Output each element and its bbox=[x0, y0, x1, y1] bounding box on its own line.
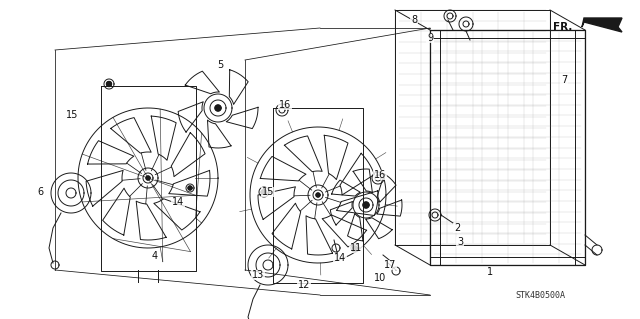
Polygon shape bbox=[106, 81, 111, 86]
Text: 2: 2 bbox=[454, 223, 460, 233]
Text: 17: 17 bbox=[384, 260, 396, 270]
Polygon shape bbox=[316, 193, 320, 197]
Polygon shape bbox=[188, 186, 192, 190]
Text: 8: 8 bbox=[411, 15, 417, 25]
Polygon shape bbox=[262, 189, 266, 195]
Polygon shape bbox=[215, 105, 221, 111]
Text: 16: 16 bbox=[279, 100, 291, 110]
Text: 14: 14 bbox=[334, 253, 346, 263]
Text: 1: 1 bbox=[487, 267, 493, 277]
Text: 16: 16 bbox=[374, 170, 386, 180]
Text: 11: 11 bbox=[350, 243, 362, 253]
Text: 4: 4 bbox=[152, 251, 158, 261]
Text: 9: 9 bbox=[427, 33, 433, 43]
Text: 10: 10 bbox=[374, 273, 386, 283]
Text: 15: 15 bbox=[262, 187, 274, 197]
Polygon shape bbox=[146, 176, 150, 180]
Text: 3: 3 bbox=[457, 237, 463, 247]
Text: STK4B0500A: STK4B0500A bbox=[515, 291, 565, 300]
Polygon shape bbox=[353, 246, 357, 250]
Text: 7: 7 bbox=[561, 75, 567, 85]
Polygon shape bbox=[363, 202, 369, 208]
Text: FR.: FR. bbox=[552, 22, 572, 32]
Text: 14: 14 bbox=[172, 197, 184, 207]
Text: 6: 6 bbox=[37, 187, 43, 197]
Text: 15: 15 bbox=[66, 110, 78, 120]
Text: 13: 13 bbox=[252, 270, 264, 280]
Text: 12: 12 bbox=[298, 280, 310, 290]
Text: 5: 5 bbox=[217, 60, 223, 70]
Polygon shape bbox=[582, 18, 622, 32]
